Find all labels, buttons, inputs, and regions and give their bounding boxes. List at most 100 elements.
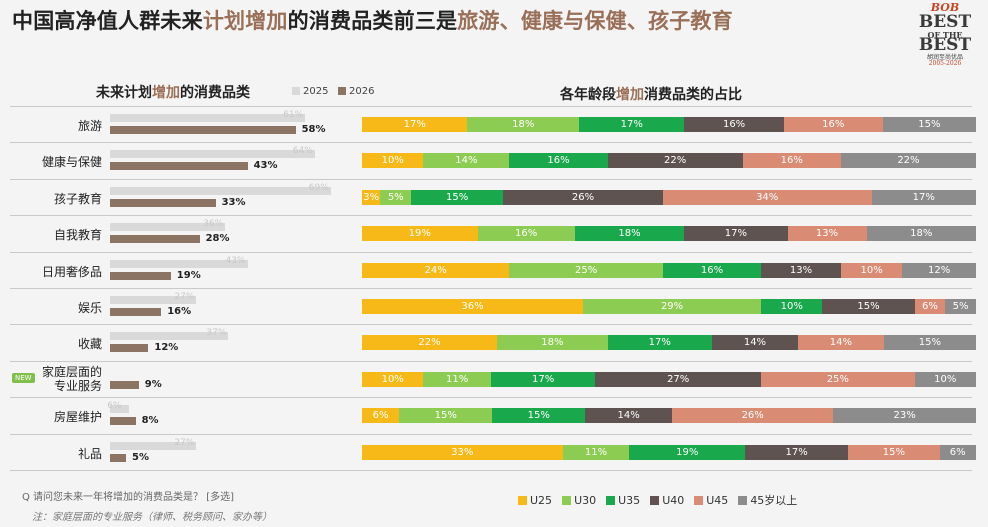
legend-item: U45 — [694, 492, 728, 508]
segment-U40: 27% — [595, 371, 762, 387]
bar-2025-label: 43% — [225, 255, 246, 266]
bar-2025 — [110, 332, 229, 341]
bar-2026-label: 58% — [301, 124, 326, 135]
category-label: 日用奢侈品 — [41, 264, 102, 279]
bar-2026-label: 16% — [167, 306, 192, 317]
age-stacked-bar: 10% 11% 17% 27% 25% 10% — [362, 371, 976, 387]
row-separator — [10, 360, 972, 362]
segment-U45: 14% — [797, 335, 884, 351]
right-chart-title: 各年龄段增加消费品类的占比 — [560, 84, 742, 104]
row-separator — [10, 324, 972, 326]
segment-U35: 16% — [662, 262, 762, 278]
segment-45岁以上: 5% — [945, 299, 976, 314]
left-title-prefix: 未来计划 — [96, 85, 152, 101]
age-stacked-bar: 10% 14% 16% 22% 16% 22% — [362, 153, 976, 169]
segment-U25: 10% — [362, 371, 424, 387]
age-group-legend: U25 U30 U35 U40 U45 45岁以上 — [518, 492, 797, 508]
segment-U35: 18% — [574, 226, 685, 242]
bar-2025 — [110, 114, 306, 122]
footnote: 注：家庭层面的专业服务（律师、税务顾问、家办等） — [32, 512, 272, 523]
segment-U40: 15% — [822, 299, 915, 314]
legend-swatch — [694, 495, 704, 505]
age-stacked-bar: 3% 5% 15% 26% 34% 17% — [362, 189, 976, 205]
bar-2026-label: 5% — [132, 451, 149, 463]
row-separator — [10, 397, 972, 399]
bar-2026 — [110, 126, 296, 134]
category-label: 收藏 — [77, 337, 102, 352]
legend-label: U40 — [662, 493, 685, 507]
logo-line-4: BEST — [918, 35, 972, 55]
segment-U40: 16% — [684, 117, 784, 132]
logo-line-2: BEST — [918, 12, 972, 32]
category-label: 家庭层面的 专业服务 — [41, 364, 102, 393]
right-title-prefix: 各年龄段 — [560, 87, 616, 103]
row-separator — [10, 251, 972, 253]
legend-item: U30 — [562, 492, 596, 508]
category-label: 娱乐 — [77, 301, 102, 315]
segment-U45: 6% — [914, 299, 946, 314]
survey-question: Q 请问您未来一年将增加的消费品类是？ [多选] — [22, 492, 235, 503]
left-title-suffix: 的消费品类 — [180, 85, 250, 101]
page-title: 中国高净值人群未来计划增加的消费品类前三是旅游、健康与保健、孩子教育 — [12, 6, 892, 36]
segment-U25: 6% — [362, 408, 400, 424]
bar-2026-label: 19% — [176, 269, 201, 281]
bar-2026-label: 8% — [141, 415, 159, 427]
category-label: 自我教育 — [53, 228, 102, 243]
segment-45岁以上: 15% — [883, 335, 976, 351]
bar-2026 — [110, 417, 136, 426]
legend-label: 45岁以上 — [750, 494, 798, 507]
bar-2025-label: 69% — [308, 182, 329, 193]
logo-line-5: 胡润至尚优品 — [926, 54, 963, 61]
segment-U25: 19% — [362, 226, 478, 242]
logo-line-1: BOB — [930, 1, 960, 14]
segment-U45: 15% — [848, 444, 940, 460]
segment-U45: 16% — [783, 117, 883, 132]
bar-2026 — [110, 344, 149, 353]
bar-2025 — [110, 186, 331, 195]
bar-2026 — [110, 162, 248, 171]
row-separator — [10, 178, 972, 180]
legend-label-2026: 2026 — [349, 86, 375, 97]
segment-U25: 22% — [362, 335, 498, 351]
segment-U35: 10% — [761, 299, 823, 314]
segment-U45: 26% — [672, 408, 834, 424]
category-label: 孩子教育 — [53, 191, 102, 206]
legend-label: U35 — [618, 493, 641, 507]
row-separator — [10, 142, 972, 144]
legend-item: U40 — [650, 492, 684, 508]
segment-U35: 15% — [492, 408, 586, 424]
bar-2026-label: 43% — [253, 160, 278, 172]
segment-45岁以上: 6% — [939, 444, 976, 460]
segment-U40: 14% — [711, 335, 798, 351]
category-label: 健康与保健 — [41, 155, 102, 170]
row-separator — [10, 288, 972, 289]
legend-swatch — [606, 495, 616, 505]
bar-2025-label: 61% — [283, 110, 304, 120]
logo-line-6: 2005-2026 — [928, 60, 962, 67]
year-legend: 2025 2026 — [292, 86, 374, 97]
segment-45岁以上: 15% — [882, 117, 976, 132]
new-badge: NEW — [12, 372, 35, 383]
age-stacked-bar: 22% 18% 17% 14% 14% 15% — [362, 335, 976, 351]
segment-U30: 25% — [509, 262, 663, 278]
age-stacked-bar: 36% 29% 10% 15% 6% 5% — [362, 299, 976, 314]
bar-2026-label: 9% — [144, 378, 162, 390]
logo-line-3: OF THE — [927, 30, 963, 40]
row-separator — [10, 215, 972, 217]
legend-swatch — [650, 495, 660, 505]
bar-2025 — [110, 405, 130, 414]
category-label: 礼品 — [77, 446, 102, 461]
segment-U35: 16% — [509, 153, 608, 169]
legend-swatch — [518, 495, 527, 505]
segment-U25: 10% — [362, 153, 424, 169]
title-middle: 的消费品类前三是 — [287, 9, 458, 33]
legend-label: U30 — [574, 493, 597, 507]
segment-U40: 13% — [761, 262, 841, 278]
legend-swatch-2026 — [338, 87, 346, 95]
bar-2025-label: 27% — [174, 437, 195, 448]
bar-2025-label: 6% — [107, 401, 122, 412]
bar-2026-label: 33% — [221, 196, 246, 208]
legend-swatch-2025 — [292, 87, 300, 95]
segment-45岁以上: 17% — [871, 189, 976, 205]
title-highlight-1: 计划增加 — [202, 9, 288, 33]
